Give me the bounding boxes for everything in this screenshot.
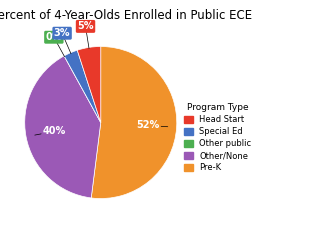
Text: 52%: 52% — [136, 120, 160, 131]
Wedge shape — [64, 50, 101, 123]
Wedge shape — [25, 56, 101, 198]
Wedge shape — [77, 46, 101, 123]
Text: 40%: 40% — [43, 126, 66, 136]
Wedge shape — [64, 56, 101, 123]
Text: 3%: 3% — [54, 28, 70, 38]
Text: 0%: 0% — [46, 32, 62, 42]
Text: Percent of 4-Year-Olds Enrolled in Public ECE: Percent of 4-Year-Olds Enrolled in Publi… — [0, 9, 252, 22]
Legend: Head Start, Special Ed, Other public, Other/None, Pre-K: Head Start, Special Ed, Other public, Ot… — [181, 100, 255, 175]
Wedge shape — [91, 46, 177, 199]
Text: 5%: 5% — [77, 21, 94, 31]
